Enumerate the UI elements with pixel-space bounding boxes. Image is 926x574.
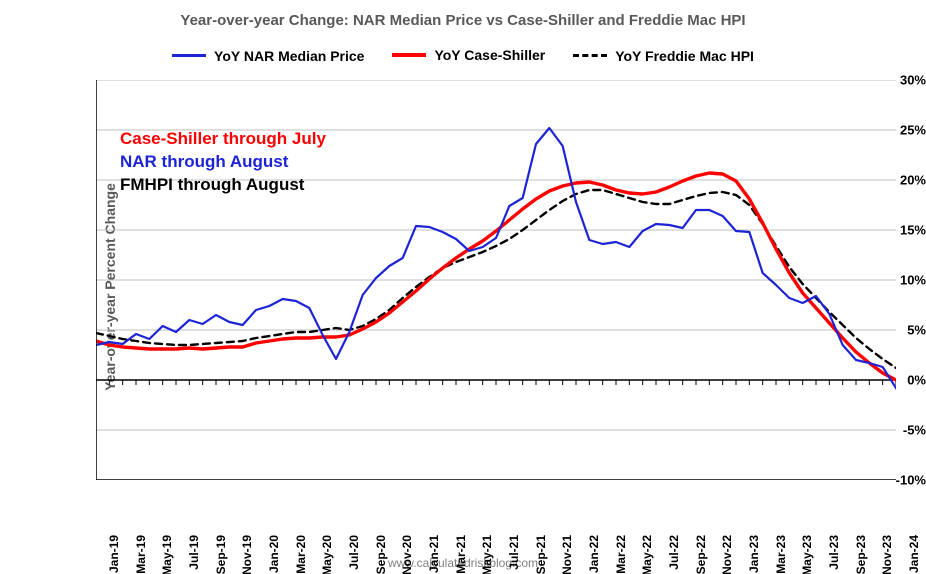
x-tick-label: Sep-21	[534, 535, 548, 574]
x-tick-label: Nov-20	[400, 535, 414, 574]
legend-label: YoY Case-Shiller	[434, 47, 545, 63]
x-tick-label: Jul-20	[347, 535, 361, 574]
x-tick-label: Jul-21	[507, 535, 521, 574]
chart-title: Year-over-year Change: NAR Median Price …	[0, 12, 926, 29]
y-tick-label: 15%	[840, 223, 926, 238]
x-tick-label: Jan-22	[587, 535, 601, 574]
x-tick-label: May-21	[480, 535, 494, 574]
y-tick-label: 10%	[840, 273, 926, 288]
x-tick-label: Mar-22	[614, 535, 628, 574]
x-tick-label: May-23	[800, 535, 814, 574]
x-tick-label: Jan-20	[267, 535, 281, 574]
y-tick-label: 20%	[840, 173, 926, 188]
y-tick-label: 0%	[840, 373, 926, 388]
legend-item: YoY Case-Shiller	[392, 47, 545, 63]
x-tick-label: Nov-19	[240, 535, 254, 574]
x-tick-label: Jan-23	[747, 535, 761, 574]
x-tick-label: Jul-22	[667, 535, 681, 574]
y-tick-label: 5%	[840, 323, 926, 338]
chart-annotation: FMHPI through August	[120, 175, 304, 195]
x-tick-label: Nov-23	[880, 535, 894, 574]
x-tick-label: Nov-22	[720, 535, 734, 574]
legend-label: YoY Freddie Mac HPI	[615, 48, 754, 64]
legend-item: YoY Freddie Mac HPI	[573, 48, 754, 64]
chart-annotation: NAR through August	[120, 152, 288, 172]
x-tick-label: Jan-24	[907, 535, 921, 574]
x-tick-label: Mar-20	[294, 535, 308, 574]
legend-swatch	[172, 54, 206, 57]
chart-annotation: Case-Shiller through July	[120, 129, 326, 149]
y-tick-label: 30%	[840, 73, 926, 88]
legend-swatch	[573, 54, 607, 57]
y-tick-label: -10%	[840, 473, 926, 488]
x-tick-label: Sep-23	[854, 535, 868, 574]
y-tick-label: -5%	[840, 423, 926, 438]
x-tick-label: Mar-23	[774, 535, 788, 574]
x-tick-label: Sep-22	[694, 535, 708, 574]
legend-item: YoY NAR Median Price	[172, 48, 364, 64]
x-tick-label: May-19	[160, 535, 174, 574]
y-tick-label: 25%	[840, 123, 926, 138]
x-tick-label: May-22	[640, 535, 654, 574]
x-tick-label: Jul-19	[187, 535, 201, 574]
x-tick-label: Mar-21	[454, 535, 468, 574]
chart-legend: YoY NAR Median Price YoY Case-Shiller YoY …	[0, 44, 926, 64]
x-tick-label: Jan-19	[107, 535, 121, 574]
x-tick-label: Sep-20	[374, 535, 388, 574]
x-tick-label: May-20	[320, 535, 334, 574]
x-tick-label: Jul-23	[827, 535, 841, 574]
chart-container: Year-over-year Change: NAR Median Price …	[0, 0, 926, 574]
x-tick-label: Jan-21	[427, 535, 441, 574]
legend-label: YoY NAR Median Price	[214, 48, 364, 64]
x-tick-label: Sep-19	[214, 535, 228, 574]
legend-swatch	[392, 53, 426, 57]
x-tick-label: Mar-19	[134, 535, 148, 574]
x-tick-label: Nov-21	[560, 535, 574, 574]
